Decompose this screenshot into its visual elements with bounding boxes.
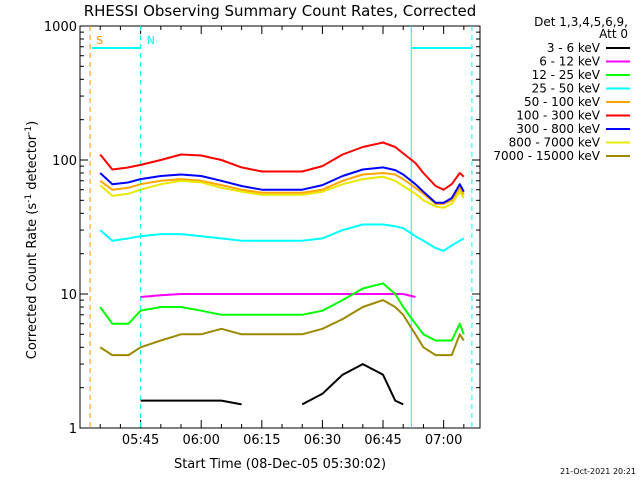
marker-label: N [147, 34, 155, 47]
x-tick-label: 07:00 [425, 433, 462, 448]
x-tick-label: 06:30 [304, 433, 341, 448]
series-line [99, 141, 465, 191]
y-label-sup1: -1 [24, 194, 34, 203]
y-label-main: Corrected Count Rate (s [25, 203, 40, 360]
x-tick-label: 06:00 [182, 433, 219, 448]
y-label-sup2: -1 [24, 126, 34, 135]
x-tick-label: 06:15 [243, 433, 280, 448]
y-label-mid: detector [25, 134, 40, 194]
x-tick-label: 05:45 [122, 433, 159, 448]
x-axis-label: Start Time (08-Dec-05 05:30:02) [174, 457, 386, 472]
series-line [99, 223, 465, 252]
legend-label: 7000 - 15000 keV [493, 149, 600, 163]
plot-axes: 1 10 100 1000 05:45 06:00 06:15 06:30 06:45 07:00 [44, 20, 481, 448]
plot-frame [79, 25, 481, 429]
y-tick-label: 10 [60, 288, 77, 303]
series-line [140, 363, 404, 406]
y-tick-label: 1 [69, 422, 77, 437]
series-line [99, 175, 465, 209]
legend-label: 800 - 7000 keV [509, 136, 601, 150]
series-line [99, 172, 465, 205]
series-lines [99, 141, 465, 406]
generation-timestamp: 21-Oct-2021 20:21 [560, 467, 636, 476]
legend-label: 12 - 25 keV [532, 68, 601, 82]
series-line [140, 293, 416, 298]
x-tick-label: 06:45 [364, 433, 401, 448]
legend-label: 25 - 50 keV [532, 82, 601, 96]
y-label-end: ) [25, 121, 40, 126]
series-line [99, 299, 465, 357]
legend-label: 300 - 800 keV [516, 122, 600, 136]
legend-header-attenuator: Att 0 [599, 27, 628, 41]
y-tick-label: 100 [52, 154, 77, 169]
legend-label: 6 - 12 keV [539, 55, 601, 69]
y-tick-label: 1000 [44, 20, 77, 35]
legend-label: 50 - 100 keV [524, 95, 601, 109]
legend-label: 3 - 6 keV [547, 41, 601, 55]
chart-title: RHESSI Observing Summary Count Rates, Co… [84, 2, 477, 20]
series-line [99, 166, 465, 204]
series-line [99, 282, 465, 342]
legend-header-detectors: Det 1,3,4,5,6,9, [534, 15, 628, 29]
marker-label: S [96, 34, 103, 47]
legend-label: 100 - 300 keV [516, 109, 600, 123]
y-axis-label: Corrected Count Rate (s-1 detector-1) [24, 121, 40, 359]
